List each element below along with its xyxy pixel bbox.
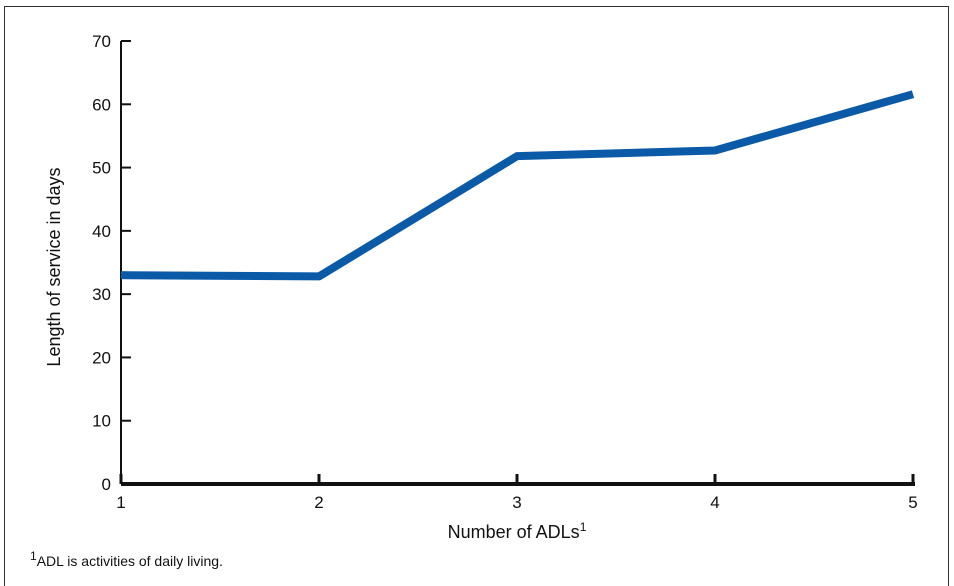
- series-line: [120, 90, 915, 281]
- x-tick-label: 5: [908, 493, 917, 512]
- y-tick-label: 10: [92, 412, 111, 431]
- x-axis-ticks: 1 2 3 4 5: [116, 474, 918, 512]
- x-axis-title-text: Number of ADLs: [448, 522, 580, 542]
- series-layer: [120, 90, 915, 281]
- x-tick-label: 3: [512, 493, 521, 512]
- x-tick-label: 1: [116, 493, 125, 512]
- y-tick-label: 0: [102, 475, 111, 494]
- x-axis-title: Number of ADLs1: [448, 520, 587, 542]
- footnote-marker: 1: [30, 549, 37, 563]
- y-axis-title: Length of service in days: [44, 167, 64, 366]
- footnote-text: ADL is activities of daily living.: [37, 553, 223, 569]
- x-tick-label: 2: [314, 493, 323, 512]
- y-tick-label: 50: [92, 159, 111, 178]
- y-tick-label: 60: [92, 95, 111, 114]
- y-tick-label: 20: [92, 348, 111, 367]
- y-tick-label: 30: [92, 285, 111, 304]
- y-tick-label: 40: [92, 222, 111, 241]
- chart-frame: [4, 6, 949, 586]
- footnote: 1ADL is activities of daily living.: [30, 549, 223, 569]
- x-axis-title-superscript: 1: [580, 520, 587, 534]
- x-tick-label: 4: [710, 493, 719, 512]
- y-tick-label: 70: [92, 32, 111, 51]
- axes: [120, 41, 915, 486]
- y-axis-ticks: 0 10 20 30 40 50 60 70: [92, 32, 131, 494]
